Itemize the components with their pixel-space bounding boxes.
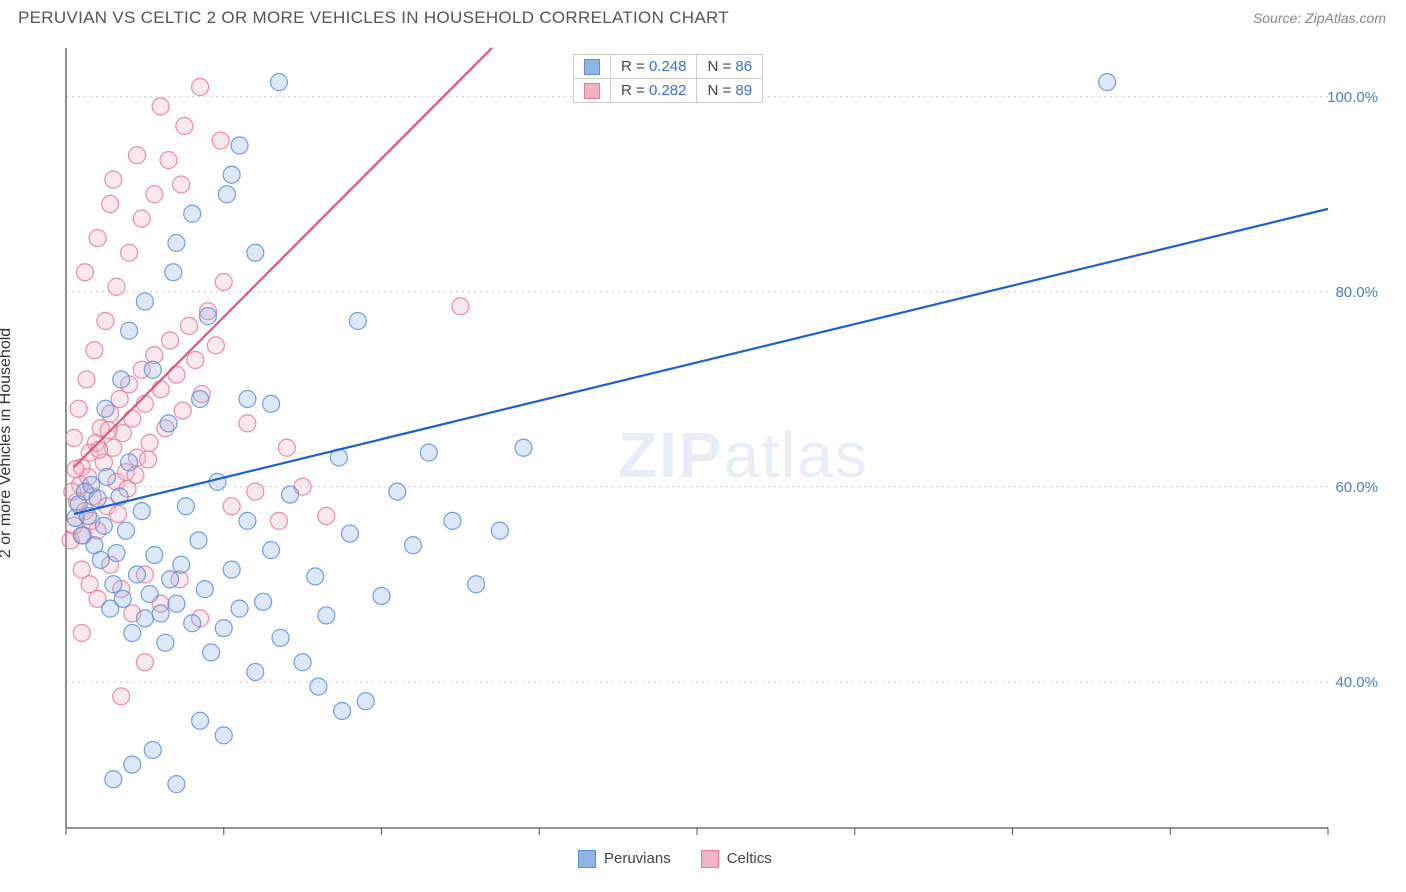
stat-legend-table: R = 0.248 N = 86 R = 0.282 N = 89 [573,54,763,103]
swatch-celtics [584,83,600,99]
stat-n-cell: N = 86 [697,55,763,79]
y-axis-label: 2 or more Vehicles in Household [0,328,15,558]
r-value: 0.248 [649,58,687,75]
header: PERUVIAN VS CELTIC 2 OR MORE VEHICLES IN… [0,0,1406,32]
legend-item-celtics: Celtics [701,850,772,868]
chart-title: PERUVIAN VS CELTIC 2 OR MORE VEHICLES IN… [18,8,729,28]
legend-swatch-celtics [701,850,719,868]
swatch-peruvians [584,59,600,75]
stat-swatch-cell [574,79,611,103]
r-value: 0.282 [649,82,687,99]
stat-row-peruvians: R = 0.248 N = 86 [574,55,763,79]
chart-area: 2 or more Vehicles in Household 40.0%60.… [18,38,1388,848]
source-label: Source: ZipAtlas.com [1253,10,1386,26]
series-legend: Peruvians Celtics [578,850,772,868]
stat-swatch-cell [574,55,611,79]
n-value: 86 [735,58,752,75]
svg-text:80.0%: 80.0% [1335,284,1378,301]
stat-row-celtics: R = 0.282 N = 89 [574,79,763,103]
stat-r-cell: R = 0.282 [611,79,697,103]
legend-label: Peruvians [604,850,671,867]
stat-n-cell: N = 89 [697,79,763,103]
legend-label: Celtics [727,850,772,867]
svg-text:60.0%: 60.0% [1335,479,1378,496]
stat-r-cell: R = 0.248 [611,55,697,79]
legend-item-peruvians: Peruvians [578,850,671,868]
n-value: 89 [735,82,752,99]
svg-text:40.0%: 40.0% [1335,674,1378,691]
stat-legend: R = 0.248 N = 86 R = 0.282 N = 89 [573,54,763,103]
scatter-chart: 40.0% 60.0% 80.0% 100.0% 0.0% 80.0% [18,38,1388,848]
svg-text:80.0%: 80.0% [1287,845,1330,848]
svg-text:0.0%: 0.0% [68,845,102,848]
svg-text:100.0%: 100.0% [1327,89,1378,106]
legend-swatch-peruvians [578,850,596,868]
